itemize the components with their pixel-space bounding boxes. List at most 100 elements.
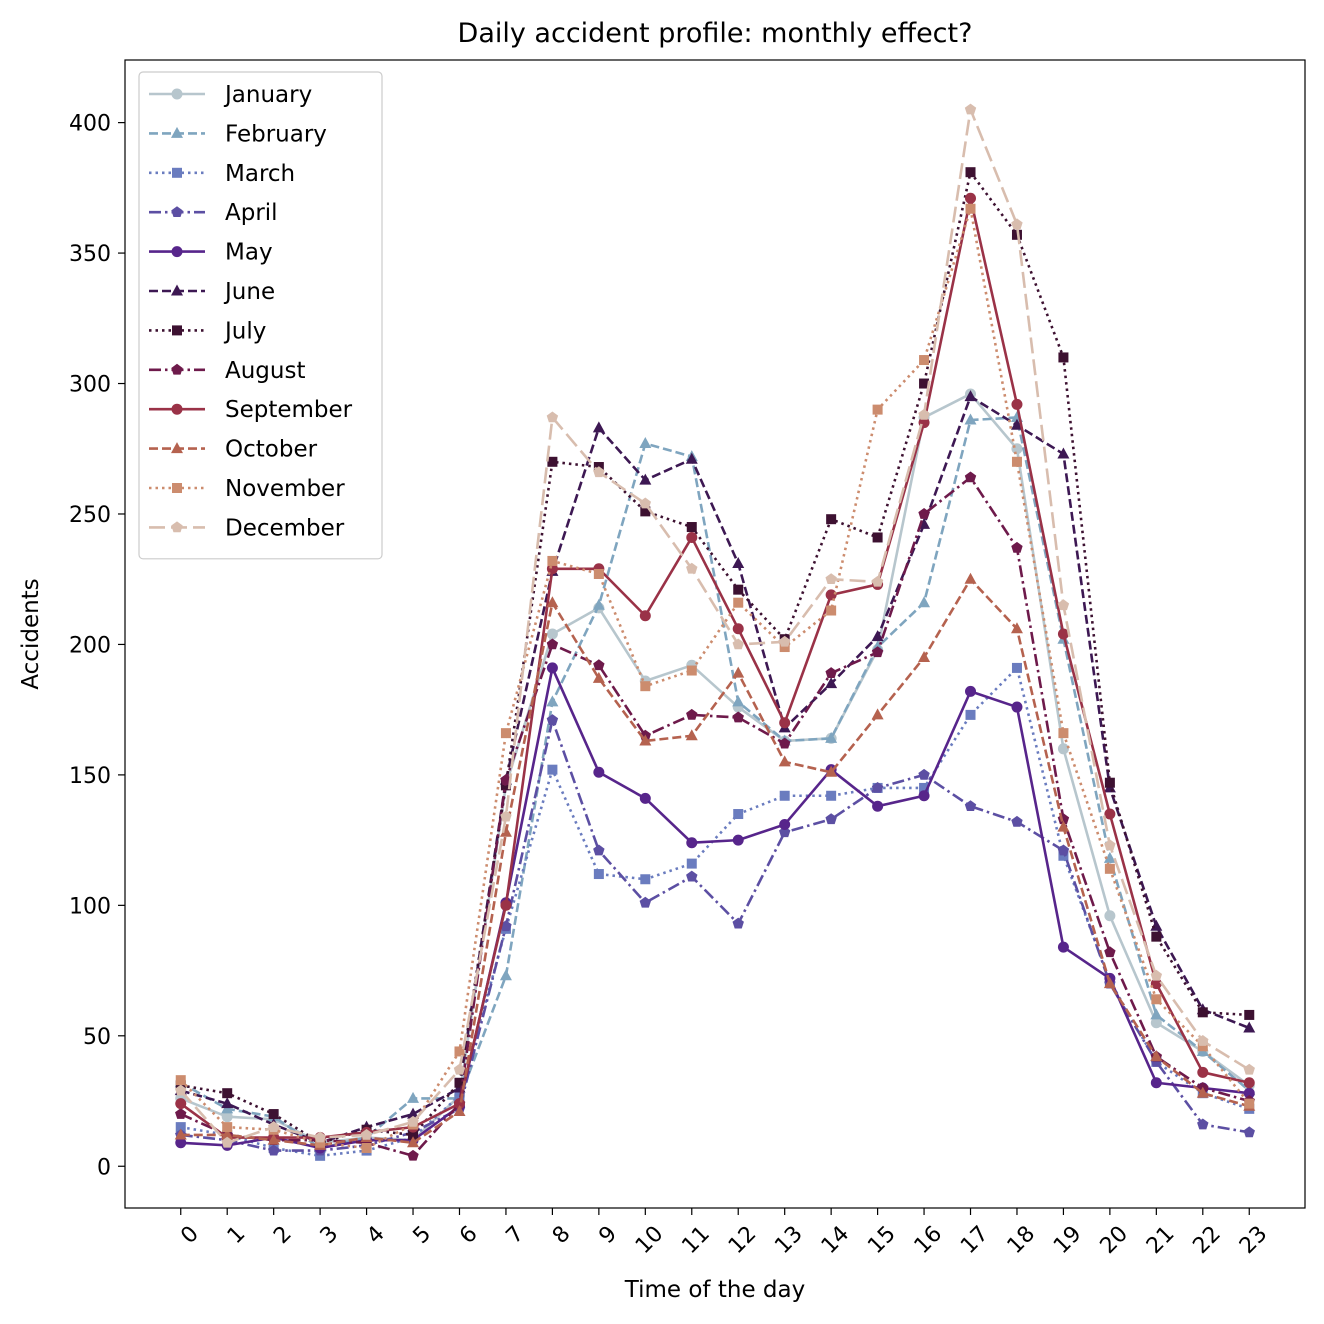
data-point — [593, 466, 605, 478]
y-tick-label: 350 — [69, 242, 111, 267]
data-point — [1244, 1009, 1255, 1020]
data-point — [1243, 1087, 1255, 1099]
data-point — [1057, 599, 1070, 611]
data-point — [733, 597, 744, 608]
x-tick-label: 19 — [1049, 1221, 1086, 1258]
x-tick-label: 22 — [1188, 1221, 1225, 1258]
data-point — [778, 737, 791, 749]
data-point — [499, 969, 512, 981]
data-point — [361, 1142, 372, 1153]
data-point — [826, 790, 837, 801]
data-point — [732, 666, 745, 678]
data-point — [779, 717, 791, 729]
data-point — [825, 677, 838, 689]
chart-title: Daily accident profile: monthly effect? — [458, 18, 973, 49]
data-point — [1011, 662, 1022, 673]
data-point — [222, 1122, 233, 1133]
data-point — [546, 596, 559, 608]
x-axis: 0 1 2 3 4 5 6 7 8 9 10 11 12 13 14 15 16 17 18 19 20 21 22 23 — [176, 1208, 1272, 1259]
data-point — [639, 734, 652, 746]
data-point — [1058, 352, 1069, 363]
series-line — [180, 416, 1251, 1150]
x-tick-label: 12 — [724, 1221, 761, 1258]
data-point — [826, 514, 837, 525]
data-point — [1104, 910, 1116, 922]
x-tick-label: 3 — [316, 1221, 344, 1249]
data-point — [639, 437, 652, 449]
data-point — [500, 728, 511, 739]
data-point — [825, 667, 837, 678]
data-point — [872, 800, 884, 812]
data-point — [640, 506, 651, 517]
data-point — [918, 768, 930, 780]
legend-marker — [171, 363, 183, 375]
legend-entry: January — [149, 82, 312, 108]
data-point — [1011, 541, 1023, 553]
data-point — [267, 1144, 280, 1156]
data-point — [919, 355, 930, 366]
data-point — [871, 708, 884, 720]
data-point — [407, 1091, 420, 1103]
x-tick-label: 0 — [176, 1221, 204, 1249]
x-tick-label: 18 — [1003, 1221, 1040, 1258]
data-point — [407, 1107, 420, 1119]
legend-marker — [172, 325, 182, 336]
data-point — [500, 810, 512, 822]
x-tick-label: 11 — [677, 1221, 714, 1258]
data-point — [407, 1115, 419, 1127]
data-point — [965, 685, 977, 697]
x-axis-label: Time of the day — [624, 1277, 805, 1303]
data-point — [1150, 969, 1163, 981]
legend-entry: December — [149, 515, 345, 541]
data-point — [732, 623, 744, 635]
data-point — [360, 1128, 373, 1140]
data-point — [871, 630, 884, 642]
data-point — [267, 1133, 280, 1145]
series-line — [179, 207, 1251, 1150]
data-point — [918, 790, 930, 802]
data-point — [222, 1088, 233, 1099]
data-point — [639, 610, 651, 622]
legend-marker — [172, 167, 182, 178]
data-point — [500, 899, 512, 911]
data-point — [1011, 218, 1023, 230]
data-point — [1104, 863, 1115, 874]
data-point — [1058, 728, 1069, 739]
series-line — [180, 395, 1250, 1145]
legend-label: March — [225, 161, 295, 187]
data-point — [964, 471, 977, 483]
legend-entry: March — [149, 161, 295, 187]
data-point — [826, 605, 837, 616]
data-point — [965, 709, 976, 720]
data-point — [408, 1129, 419, 1140]
data-point — [779, 642, 790, 653]
data-point — [686, 870, 698, 882]
data-point — [732, 638, 744, 650]
series-line — [180, 577, 1250, 1147]
data-point — [315, 1150, 326, 1161]
data-point — [593, 659, 605, 671]
data-point — [965, 203, 976, 214]
x-tick-label: 14 — [817, 1221, 854, 1258]
data-point — [1057, 820, 1070, 832]
data-point — [1010, 622, 1023, 634]
legend: January February March April May June July Augu… — [138, 71, 383, 560]
data-point — [1150, 1017, 1162, 1029]
data-point — [314, 1131, 326, 1143]
data-point — [1151, 931, 1162, 942]
data-point — [1104, 777, 1115, 788]
data-point — [778, 755, 791, 767]
legend-label: January — [223, 82, 312, 108]
data-point — [640, 874, 651, 885]
data-point — [1058, 850, 1069, 861]
y-tick-label: 200 — [69, 633, 111, 658]
data-point — [871, 781, 884, 793]
data-point — [1057, 447, 1070, 459]
legend-entry: October — [149, 437, 318, 463]
data-point — [919, 782, 930, 793]
legend-marker — [171, 403, 183, 415]
x-tick-label: 5 — [409, 1221, 437, 1249]
data-point — [1196, 1086, 1209, 1098]
data-point — [918, 650, 931, 662]
data-point — [593, 766, 605, 778]
